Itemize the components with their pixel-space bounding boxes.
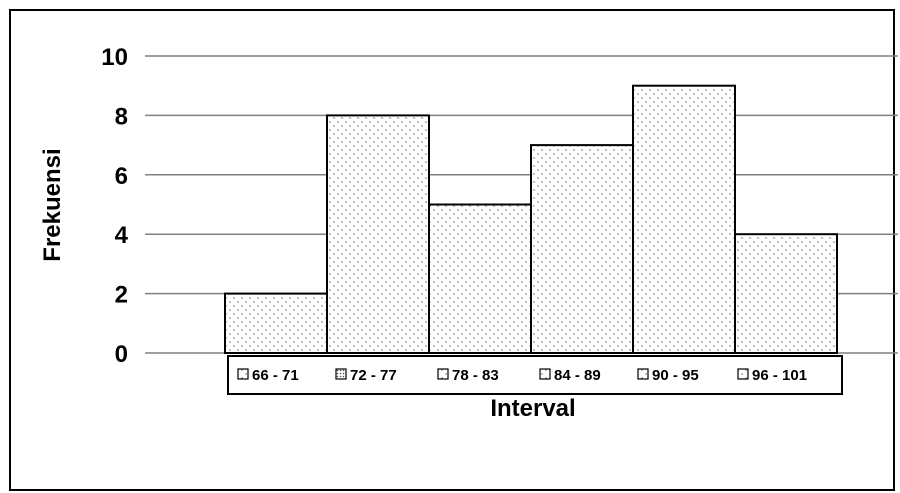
legend-entry: 66 - 71 bbox=[252, 367, 299, 384]
legend-swatch bbox=[737, 368, 749, 380]
legend-entry: 72 - 77 bbox=[350, 367, 397, 384]
y-tick-label: 0 bbox=[115, 341, 128, 368]
y-tick-label: 8 bbox=[115, 103, 128, 130]
legend-swatch bbox=[539, 368, 551, 380]
x-axis-title: Interval bbox=[490, 395, 575, 422]
bar-66-71 bbox=[224, 292, 328, 355]
legend-entry: 90 - 95 bbox=[652, 367, 699, 384]
bar-90-95 bbox=[632, 84, 736, 354]
legend-swatch bbox=[637, 368, 649, 380]
legend: 66 - 71 72 - 77 78 - 83 84 - 89 90 - 95 96 - … bbox=[227, 355, 843, 395]
y-tick-label: 6 bbox=[115, 163, 128, 190]
legend-entry: 96 - 101 bbox=[752, 367, 807, 384]
y-tick-label: 10 bbox=[101, 44, 128, 71]
y-axis-title: Frekuensi bbox=[39, 148, 66, 261]
bar-84-89 bbox=[530, 144, 634, 354]
bar-72-77 bbox=[326, 114, 430, 355]
legend-box bbox=[227, 355, 843, 395]
y-tick-label: 4 bbox=[115, 222, 129, 249]
y-axis-ticks: 0 2 4 6 8 10 bbox=[101, 44, 128, 368]
bar-96-101 bbox=[734, 233, 838, 354]
bars bbox=[224, 84, 838, 355]
legend-entry: 78 - 83 bbox=[452, 367, 499, 384]
bar-78-83 bbox=[428, 203, 532, 354]
y-tick-label: 2 bbox=[115, 282, 128, 309]
legend-entry: 84 - 89 bbox=[554, 367, 601, 384]
legend-swatch bbox=[237, 368, 249, 380]
legend-swatch bbox=[335, 368, 347, 380]
legend-swatch bbox=[437, 368, 449, 380]
